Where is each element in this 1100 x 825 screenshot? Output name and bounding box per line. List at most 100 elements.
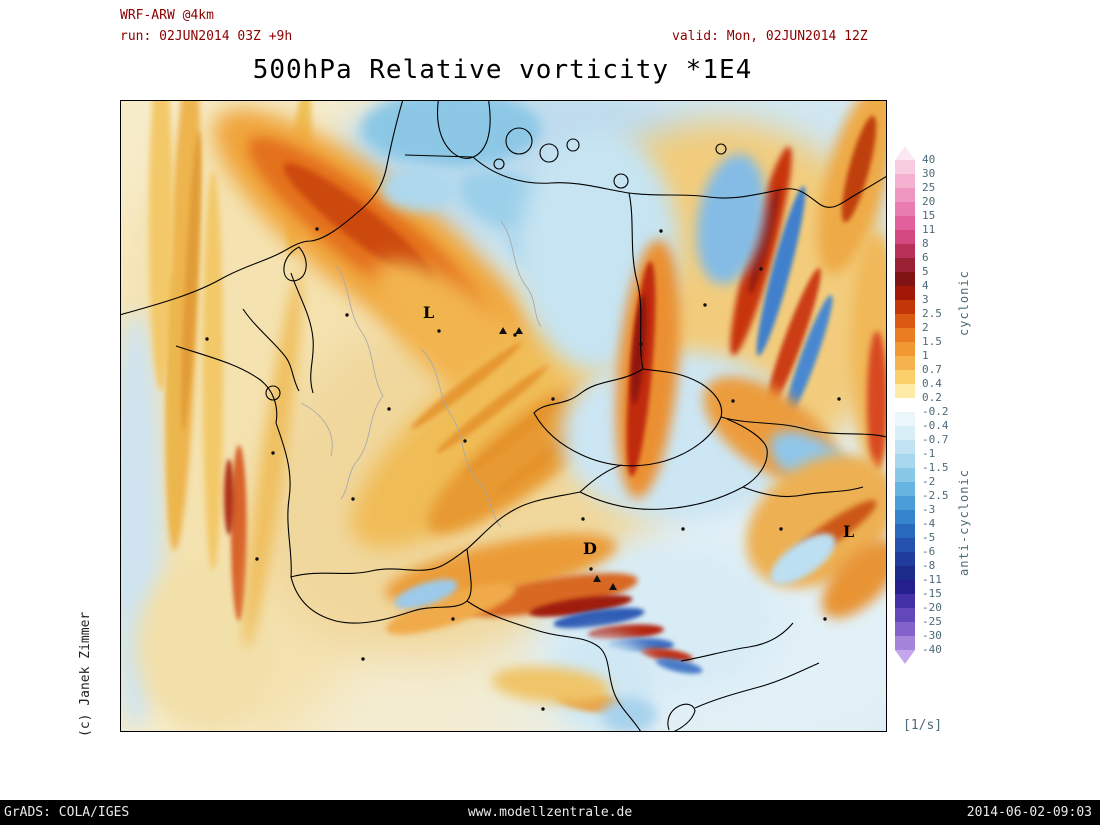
colorbar-tick-label: -1 [922,447,936,460]
country-borders [121,101,886,731]
colorbar-segment [895,384,915,398]
vorticity-alpine-band [385,533,703,674]
colorbar-segment [895,538,915,552]
colorbar-tick-label: -25 [922,615,942,628]
run-label: run: 02JUN2014 03Z +9h [120,29,293,44]
low-pressure-label-1: L [423,303,435,322]
colorbar-segment [895,286,915,300]
state-borders [300,220,542,528]
colorbar-tick-label: -2.5 [922,489,949,502]
colorbar-segment [895,524,915,538]
colorbar-segment [895,412,915,426]
colorbar-tick-label: -8 [922,559,936,572]
colorbar-segment [895,244,915,258]
map-panel: L D L [120,100,887,732]
colorbar-tick-label: 4 [922,279,929,292]
chart-title: 500hPa Relative vorticity *1E4 [252,55,753,85]
colorbar-segment [895,454,915,468]
footer-bar: GrADS: COLA/IGES www.modellzentrale.de 2… [0,800,1100,825]
map-label-d: D [583,539,597,558]
colorbar-segment [895,510,915,524]
colorbar-segment [895,496,915,510]
anticyclonic-label: anti-cyclonic [957,469,971,576]
colorbar-segment [895,636,915,650]
colorbar-tick-label: 15 [922,209,936,222]
colorbar-segment [895,174,915,188]
colorbar-tick-label: 30 [922,167,936,180]
colorbar-tick-label: -11 [922,573,942,586]
colorbar-tick-label: -0.2 [922,405,949,418]
vorticity-field-map [121,101,886,731]
colorbar-segment [895,216,915,230]
colorbar-tick-label: 0.4 [922,377,942,390]
colorbar-segment [895,188,915,202]
model-label: WRF-ARW @4km [120,8,214,23]
colorbar-tick-label: -0.7 [922,433,949,446]
colorbar-segment [895,272,915,286]
colorbar-tick-label: 8 [922,237,929,250]
vorticity-south-patches [491,635,657,731]
colorbar-tick-label: 40 [922,153,936,166]
colorbar-tick-label: -2 [922,475,936,488]
colorbar-segment [895,328,915,342]
grads-credit: GrADS: COLA/IGES [4,805,130,820]
colorbar-segment [895,160,915,174]
colorbar: 40 30 25 20 15 11 8 6 5 4 3 2.5 2 1.5 1 0.7 0.4 0.2 -0.2 -0… [895,146,1005,666]
valid-label: valid: Mon, 02JUN2014 12Z [672,29,868,44]
colorbar-tick-label: 0.2 [922,391,942,404]
colorbar-segment [895,314,915,328]
colorbar-segment [895,552,915,566]
colorbar-tick-label: -3 [922,503,936,516]
timestamp-label: 2014-06-02-09:03 [966,805,1092,820]
colorbar-segment [895,202,915,216]
colorbar-segment [895,440,915,454]
colorbar-segment [895,356,915,370]
unit-label: [1/s] [903,718,943,733]
colorbar-tick-label: 20 [922,195,936,208]
colorbar-segment [895,230,915,244]
colorbar-tick-label: -5 [922,531,936,544]
colorbar-segment [895,398,915,412]
colorbar-tick-label: -6 [922,545,936,558]
colorbar-segment [895,300,915,314]
colorbar-tick-label: -1.5 [922,461,949,474]
colorbar-tick-label: -0.4 [922,419,949,432]
website-label: www.modellzentrale.de [467,805,633,820]
colorbar-segment [895,566,915,580]
colorbar-segment [895,146,915,160]
colorbar-segment [895,468,915,482]
low-pressure-label-2: L [843,522,855,541]
colorbar-tick-label: -15 [922,587,942,600]
colorbar-tick-label: 2.5 [922,307,942,320]
author-credit: (c) Janek Zimmer [78,611,93,737]
colorbar-segment [895,650,915,664]
colorbar-segment [895,370,915,384]
colorbar-tick-label: -40 [922,643,942,656]
colorbar-tick-label: 2 [922,321,929,334]
colorbar-tick-label: 1 [922,349,929,362]
colorbar-segment [895,594,915,608]
colorbar-tick-label: 5 [922,265,929,278]
colorbar-segment [895,258,915,272]
colorbar-segment [895,426,915,440]
colorbar-segment [895,608,915,622]
vorticity-left-streaks [149,101,312,650]
cyclonic-label: cyclonic [957,270,971,336]
colorbar-segment [895,342,915,356]
colorbar-tick-label: 6 [922,251,929,264]
colorbar-tick-label: 0.7 [922,363,942,376]
vorticity-southeast-swirl [746,454,886,619]
colorbar-tick-label: -20 [922,601,942,614]
colorbar-tick-label: 3 [922,293,929,306]
station-markers [205,227,841,711]
colorbar-segment [895,580,915,594]
colorbar-tick-label: -4 [922,517,936,530]
colorbar-tick-label: 11 [922,223,936,236]
colorbar-tick-label: -30 [922,629,942,642]
colorbar-scale [895,146,915,664]
colorbar-tick-label: 1.5 [922,335,942,348]
colorbar-segment [895,622,915,636]
colorbar-segment [895,482,915,496]
colorbar-tick-label: 25 [922,181,936,194]
